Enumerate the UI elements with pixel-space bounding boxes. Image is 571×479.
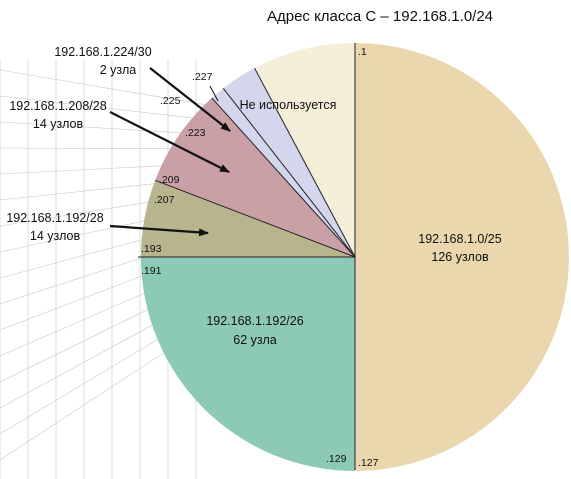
sublabel-slash25: 126 узлов [431, 250, 489, 264]
slice-192-168-1-192-28 [140, 180, 355, 257]
slice-192-168-1-208-28 [155, 97, 355, 257]
slice-192-168-1-0-25 [355, 43, 569, 471]
callout-slash28a-label: 192.168.1.192/28 [6, 211, 103, 225]
boundary-207: .207 [154, 194, 175, 206]
arrow-slash28a [109, 224, 209, 237]
arrow-225-pointer [209, 85, 219, 102]
boundary-193: .193 [141, 243, 162, 255]
divider-223 [211, 97, 356, 258]
boundary-127: .127 [358, 457, 379, 469]
boundary-225: .225 [160, 95, 181, 107]
divider-227 [254, 67, 356, 258]
callout-slash28b-sublabel: 14 узлов [33, 117, 84, 131]
boundary-191: .191 [141, 265, 162, 277]
boundary-209: .209 [159, 174, 180, 186]
diagram-title: Адрес класса C – 192.168.1.0/24 [267, 8, 493, 25]
slice-192-168-1-192-26 [141, 257, 355, 471]
boundary-223: .223 [185, 127, 206, 139]
divider-225 [222, 88, 356, 258]
callout-slash28a-sublabel: 14 узлов [30, 229, 81, 243]
callout-slash30-label: 192.168.1.224/30 [54, 45, 151, 59]
slice-unused [254, 43, 355, 257]
callout-slash30-sublabel: 2 узла [100, 63, 137, 77]
boundary-1: .1 [358, 46, 367, 58]
boundary-227: .227 [192, 71, 213, 83]
label-unused: Не используется [240, 98, 337, 112]
label-slash25: 192.168.1.0/25 [418, 232, 501, 246]
label-slash26: 192.168.1.192/26 [206, 314, 303, 328]
arrow-slash28b [109, 111, 230, 173]
divider-207 [155, 179, 356, 258]
slice-192-168-1-224-30 [211, 68, 355, 257]
callout-slash28b-label: 192.168.1.208/28 [9, 99, 106, 113]
boundary-129: .129 [326, 453, 347, 465]
sublabel-slash26: 62 узла [233, 333, 277, 347]
arrow-slash30 [149, 67, 231, 132]
